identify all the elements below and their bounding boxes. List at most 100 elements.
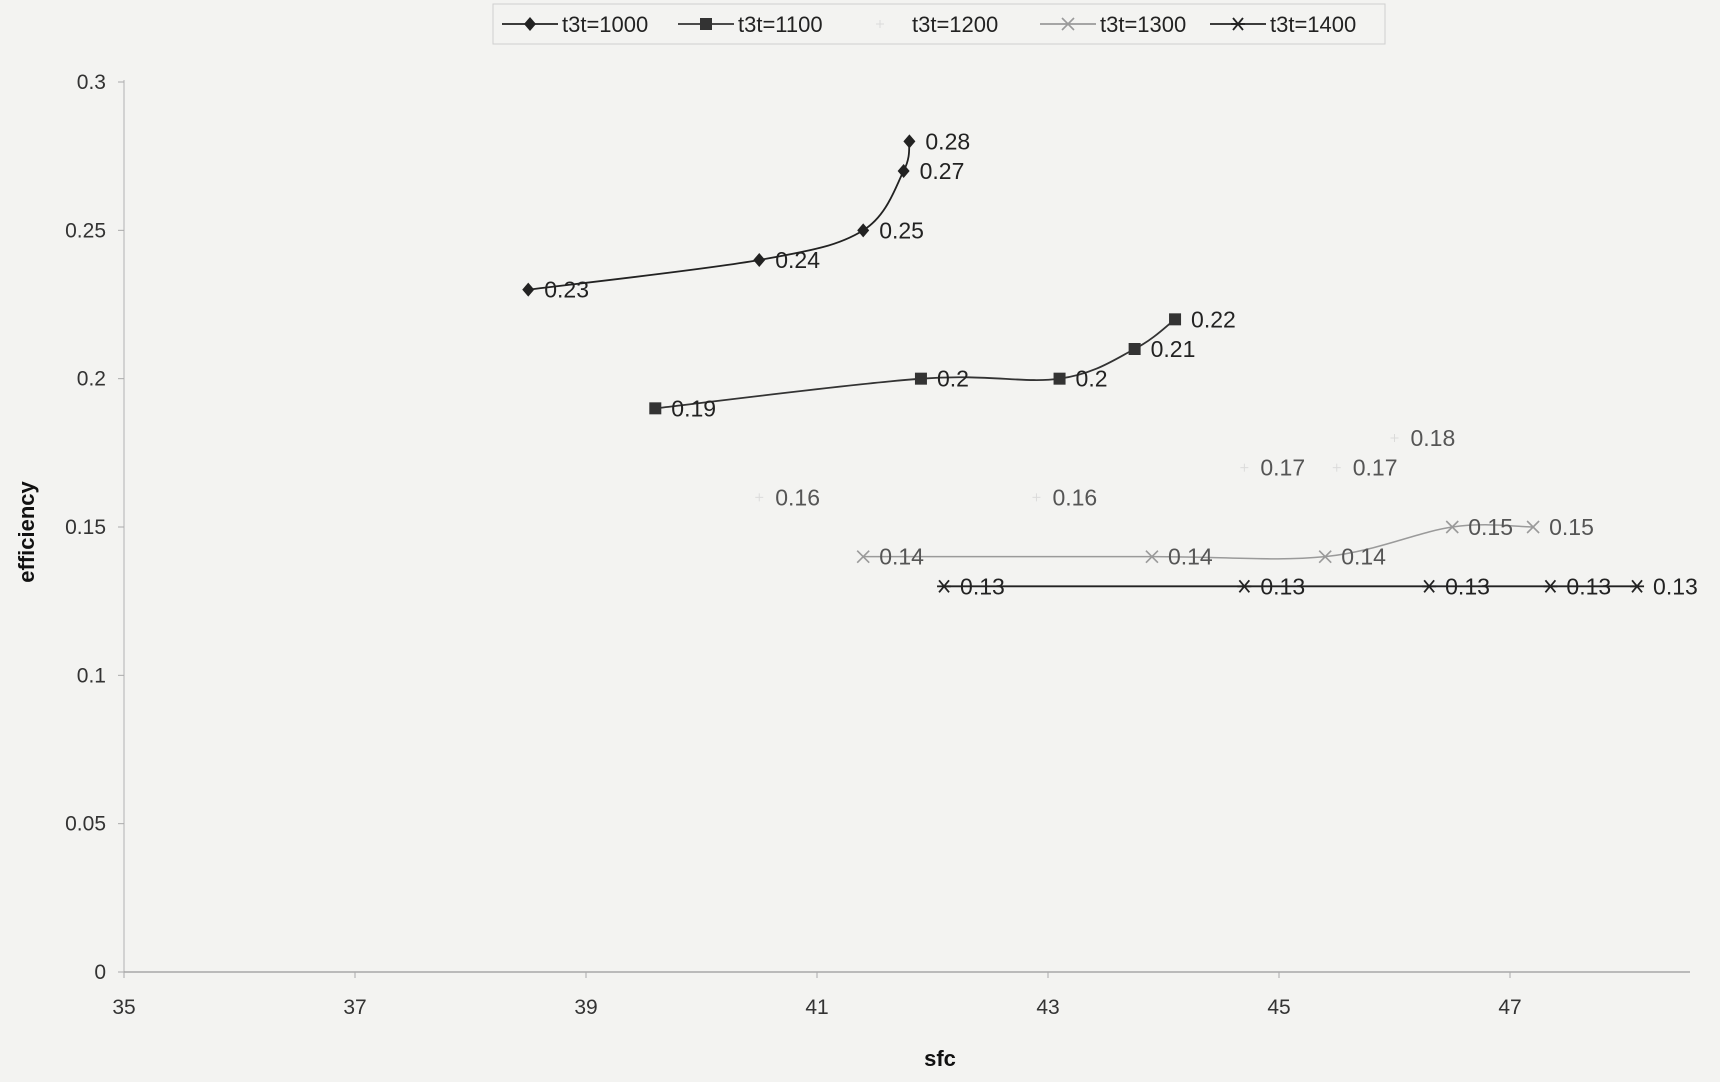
y-tick-label: 0.1	[77, 664, 106, 687]
data-point-marker	[1526, 520, 1540, 534]
legend-label: t3t=1100	[738, 12, 823, 37]
legend-marker	[700, 18, 712, 30]
data-point-marker	[1237, 579, 1252, 593]
data-point-marker	[856, 550, 870, 564]
legend-marker	[876, 20, 884, 28]
data-label: 0.24	[775, 247, 820, 273]
x-tick-label: 41	[805, 996, 828, 1019]
data-label: 0.16	[1052, 484, 1097, 510]
legend-marker	[1061, 17, 1075, 31]
x-axis-title: sfc	[924, 1046, 956, 1071]
data-labels: 0.23 0.24 0.25 0.27 0.28 0.19 0.2 0.2 0.21 0.22 0.…	[544, 128, 1698, 599]
data-label: 0.14	[1341, 544, 1386, 570]
y-tick-label: 0	[94, 961, 106, 984]
x-tick-label: 35	[112, 996, 135, 1019]
data-label: 0.17	[1260, 455, 1305, 481]
data-point-marker	[1445, 520, 1459, 534]
legend-label: t3t=1300	[1100, 12, 1186, 37]
data-point-marker	[914, 372, 927, 385]
data-point-marker	[1332, 463, 1341, 472]
data-label: 0.19	[671, 395, 716, 421]
marker-stroke	[1232, 17, 1244, 31]
x-tick-label: 45	[1267, 996, 1290, 1019]
legend-item: t3t=1200	[876, 12, 998, 37]
legend: t3t=1000 t3t=1100 t3t=1200 t3t=1300 t3t=1400	[492, 3, 1386, 45]
data-label: 0.22	[1191, 306, 1236, 332]
data-label: 0.27	[920, 158, 965, 184]
legend-item: t3t=1300	[1040, 12, 1186, 37]
data-label: 0.13	[1653, 573, 1698, 599]
data-point-marker	[1543, 579, 1558, 593]
data-point-marker	[857, 223, 870, 238]
marker-stroke	[1445, 520, 1459, 534]
data-label: 0.17	[1353, 455, 1398, 481]
data-point-marker	[755, 493, 764, 502]
marker-stroke	[1631, 579, 1643, 593]
data-label: 0.2	[937, 366, 969, 392]
data-point-marker	[1318, 550, 1332, 564]
data-label: 0.13	[960, 573, 1005, 599]
marker-stroke	[938, 579, 950, 593]
legend-item: t3t=1000	[502, 12, 648, 37]
data-label: 0.15	[1468, 514, 1513, 540]
series-t3t-1200	[755, 434, 1399, 502]
marker-stroke	[1145, 550, 1159, 564]
marker-stroke	[1238, 579, 1251, 593]
marker-stroke	[1526, 520, 1540, 534]
data-label: 0.13	[1566, 573, 1611, 599]
data-label: 0.23	[544, 277, 589, 303]
data-point-marker	[1240, 463, 1249, 472]
x-tick-label: 43	[1036, 996, 1059, 1019]
data-point-marker	[753, 253, 766, 267]
data-point-marker	[1032, 493, 1041, 502]
y-tick-label: 0.3	[77, 71, 106, 94]
x-tick-label: 37	[343, 996, 366, 1019]
series-line	[655, 318, 1176, 410]
data-point-marker	[903, 134, 916, 149]
series-t3t-1000	[522, 134, 916, 297]
data-label: 0.21	[1151, 336, 1196, 362]
data-point-marker	[1145, 550, 1159, 564]
data-label: 0.14	[1168, 544, 1213, 570]
data-point-marker	[1169, 313, 1182, 326]
legend-item: t3t=1400	[1210, 12, 1356, 37]
data-point-marker	[937, 579, 952, 593]
data-point-marker	[897, 164, 910, 178]
series-line	[863, 524, 1534, 560]
series-layer	[522, 134, 1645, 593]
series-t3t-1100	[649, 313, 1182, 415]
series-t3t-1400	[937, 579, 1645, 593]
legend-label: t3t=1000	[562, 12, 648, 37]
legend-label: t3t=1400	[1270, 12, 1356, 37]
marker-stroke	[1544, 579, 1557, 593]
data-point-marker	[1390, 434, 1399, 442]
x-tick-label: 39	[574, 996, 597, 1019]
series-line	[528, 141, 911, 291]
data-label: 0.25	[879, 217, 924, 243]
data-label: 0.13	[1445, 573, 1490, 599]
data-label: 0.18	[1411, 425, 1456, 451]
data-point-marker	[1053, 372, 1066, 385]
y-tick-label: 0.25	[65, 219, 106, 242]
legend-marker	[524, 17, 536, 31]
data-label: 0.2	[1076, 366, 1108, 392]
y-tick-label: 0.2	[77, 368, 106, 391]
marker-stroke	[1061, 17, 1075, 31]
data-label: 0.16	[775, 484, 820, 510]
data-point-marker	[649, 402, 662, 415]
data-label: 0.28	[925, 128, 970, 154]
legend-box	[492, 3, 1386, 45]
data-point-marker	[1422, 579, 1437, 593]
data-point-marker	[1128, 343, 1141, 355]
axes: 0 0.05 0.1 0.15 0.2 0.25 0.3 35 37 39 41 43 45 47	[65, 71, 1690, 1019]
marker-stroke	[1423, 579, 1435, 593]
y-tick-label: 0.05	[65, 813, 106, 836]
legend-marker	[1231, 17, 1245, 31]
x-tick-label: 47	[1498, 996, 1521, 1019]
series-t3t-1300	[856, 520, 1540, 564]
marker-stroke	[856, 550, 870, 564]
data-point-marker	[522, 282, 535, 297]
data-point-marker	[1630, 579, 1645, 593]
